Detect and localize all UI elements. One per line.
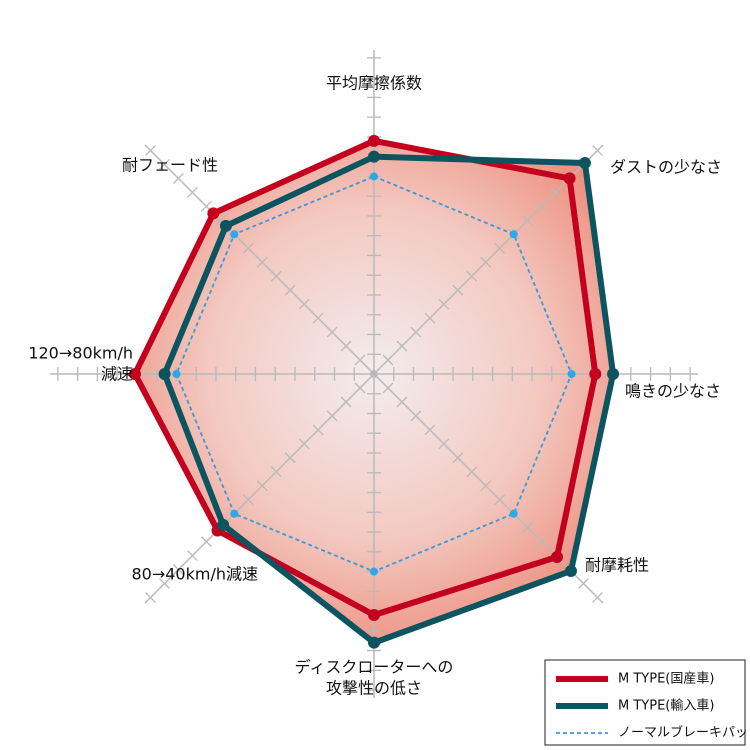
tick-mark [466, 466, 478, 478]
axis-label: 耐摩耗性 [585, 556, 649, 575]
axis-label: ダストの少なさ [610, 158, 722, 177]
tick-mark [242, 242, 254, 254]
axis-label: 120→80km/h [28, 344, 133, 363]
legend-label: M TYPE(国産車) [618, 671, 714, 687]
tick-mark [256, 480, 268, 492]
axis-label: 鳴きの少なさ [625, 382, 721, 401]
axis-line [373, 373, 604, 604]
tick-mark [466, 270, 478, 282]
data-point [207, 207, 220, 220]
tick-mark [284, 284, 296, 296]
data-point [219, 219, 232, 232]
axis-label: 耐フェード性 [122, 156, 218, 175]
tick-mark [438, 438, 450, 450]
series-area [164, 156, 614, 643]
tick-mark [200, 536, 212, 548]
tick-mark [536, 536, 548, 548]
tick-mark [173, 564, 184, 575]
tick-mark [522, 214, 534, 226]
tick-mark [242, 494, 254, 506]
tick-mark [145, 592, 156, 603]
tick-mark [424, 424, 436, 436]
data-point [370, 567, 378, 576]
data-point [564, 564, 577, 577]
tick-mark [410, 410, 422, 422]
tick-mark [494, 494, 506, 506]
tick-mark [592, 145, 603, 156]
tick-mark [396, 340, 408, 352]
data-point [370, 172, 378, 181]
tick-mark [438, 298, 450, 310]
data-point [509, 230, 518, 239]
axis-label: 80→40km/h減速 [131, 565, 258, 584]
tick-mark [270, 466, 282, 478]
tick-mark [452, 284, 464, 296]
tick-mark [578, 578, 589, 589]
tick-mark [186, 186, 198, 198]
legend-label: ノーマルブレーキパッド [618, 725, 750, 741]
data-point [172, 370, 181, 378]
tick-mark [452, 452, 464, 464]
tick-mark [326, 410, 338, 422]
legend-label: M TYPE(輸入車) [618, 699, 714, 714]
axis-line [144, 373, 375, 604]
tick-mark [494, 242, 506, 254]
data-point [607, 368, 620, 380]
tick-mark [382, 354, 394, 366]
tick-mark [173, 173, 184, 184]
tick-mark [340, 340, 352, 352]
tick-mark [214, 214, 226, 226]
data-point [563, 172, 576, 185]
tick-mark [186, 550, 198, 562]
tick-mark [298, 298, 310, 310]
tick-mark [480, 480, 492, 492]
tick-mark [256, 256, 268, 268]
tick-mark [312, 424, 324, 436]
data-point [230, 509, 239, 518]
data-point [368, 150, 380, 163]
tick-mark [550, 186, 562, 198]
tick-mark [480, 256, 492, 268]
tick-mark [536, 200, 548, 212]
center [370, 370, 378, 378]
tick-mark [396, 396, 408, 408]
data-point [368, 636, 380, 649]
axis-label: ディスクローターへの [295, 658, 454, 677]
tick-mark [592, 592, 603, 603]
tick-mark [326, 326, 338, 338]
axis-line [373, 144, 604, 375]
tick-mark [200, 200, 212, 212]
legend-box [544, 659, 746, 746]
tick-mark [298, 438, 310, 450]
data-point [128, 368, 141, 380]
tick-mark [340, 396, 352, 408]
data-point [368, 134, 380, 147]
data-point [368, 609, 380, 622]
tick-mark [159, 578, 170, 589]
tick-mark [270, 270, 282, 282]
tick-mark [382, 382, 394, 394]
data-point [578, 157, 591, 170]
tick-mark [312, 312, 324, 324]
tick-mark [159, 159, 170, 170]
axis-label: 減速 [101, 365, 133, 384]
data-point [567, 370, 576, 378]
data-point [589, 368, 602, 380]
tick-mark [145, 145, 156, 156]
axis-line [144, 144, 375, 375]
axis-label: 攻撃性の低さ [326, 679, 422, 698]
axis-label: 平均摩擦係数 [326, 74, 422, 93]
data-point [230, 230, 239, 239]
data-point [217, 518, 230, 531]
tick-mark [522, 522, 534, 534]
data-point [509, 509, 518, 518]
data-point [158, 368, 171, 380]
tick-mark [354, 382, 366, 394]
tick-mark [410, 326, 422, 338]
tick-mark [354, 354, 366, 366]
data-point [551, 551, 564, 564]
tick-mark [424, 312, 436, 324]
tick-mark [284, 452, 296, 464]
